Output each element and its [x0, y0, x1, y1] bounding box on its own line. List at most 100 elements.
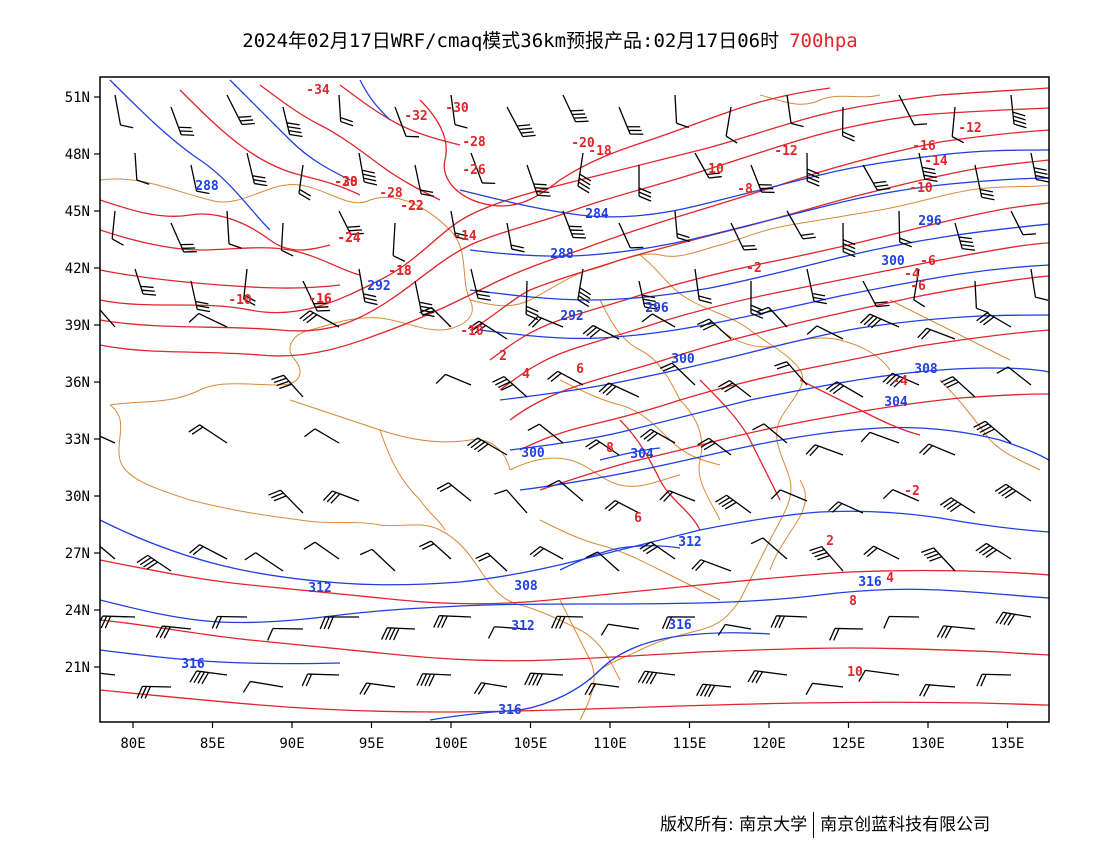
y-tick-label: 45N	[65, 204, 90, 220]
temperature-isotherms	[100, 84, 1049, 713]
wind-barb	[696, 683, 732, 698]
wind-barb	[717, 623, 752, 636]
wind-barb	[562, 210, 587, 239]
wind-barb	[242, 680, 284, 693]
wind-barb	[319, 616, 360, 630]
temperature-label: -22	[400, 199, 423, 214]
temperature-label: -28	[379, 186, 403, 201]
x-tick-label: 105E	[514, 736, 548, 752]
wind-barb	[809, 545, 844, 572]
wind-barb	[995, 611, 1032, 626]
wind-barb	[806, 325, 844, 340]
x-tick-label: 85E	[200, 736, 225, 752]
height-label: 316	[858, 575, 882, 590]
footer-divider	[813, 812, 815, 838]
temperature-labels: -34-32-30-28-26-24-22-18-16-14-12-10-8-6…	[228, 83, 981, 680]
copyright-text: 版权所有: 南京大学	[660, 815, 808, 835]
height-label: 312	[308, 581, 331, 596]
temperature-label: -16	[308, 292, 332, 307]
wind-barb	[863, 545, 900, 560]
wind-barb	[562, 94, 589, 123]
wind-barb	[189, 670, 228, 685]
wind-barb	[921, 547, 956, 572]
temperature-label: -6	[910, 279, 926, 294]
y-tick-label: 51N	[65, 90, 90, 106]
wind-barb	[524, 672, 564, 686]
wind-barb	[155, 625, 192, 639]
wind-barb	[467, 437, 508, 456]
wind-barb	[226, 94, 255, 126]
wind-barb	[298, 164, 311, 201]
temperature-label: -30	[334, 175, 358, 190]
wind-barb	[841, 106, 855, 142]
wind-barb	[246, 152, 268, 187]
wind-barb	[170, 106, 195, 136]
temperature-label: -16	[308, 292, 332, 307]
y-tick-label: 27N	[65, 546, 90, 562]
wind-barb	[752, 423, 788, 444]
wind-barb	[392, 222, 406, 262]
temperature-label: -12	[958, 121, 981, 136]
wind-barb	[717, 379, 752, 398]
y-tick-label: 36N	[65, 375, 90, 391]
height-label: 300	[521, 446, 545, 461]
temperature-label: 2	[826, 534, 834, 549]
wind-barb	[528, 315, 564, 328]
temperature-label: 6	[576, 362, 584, 377]
company-name: 南京创蓝科技有限公司	[820, 815, 991, 835]
x-tick-label: 90E	[279, 736, 304, 752]
height-label: 288	[195, 179, 219, 194]
x-tick-label: 130E	[911, 736, 945, 752]
height-label: 316	[668, 618, 692, 633]
wind-barb	[487, 626, 528, 639]
wind-barb	[470, 268, 491, 301]
wind-barb	[302, 280, 331, 312]
wind-barb	[136, 685, 172, 699]
wind-barb	[436, 482, 472, 502]
y-tick-label: 33N	[65, 432, 90, 448]
temperature-label: 4	[522, 367, 530, 382]
height-label: 308	[514, 579, 538, 594]
x-tick-label: 125E	[832, 736, 866, 752]
wind-barb	[100, 615, 136, 629]
wind-barb	[756, 306, 788, 328]
wind-barb	[359, 548, 396, 572]
temperature-label: -18	[388, 264, 412, 279]
wind-barb	[529, 546, 564, 560]
wind-barb	[939, 497, 976, 514]
wind-barb	[883, 615, 920, 629]
wind-barb	[639, 541, 676, 560]
wind-barb	[747, 670, 788, 684]
wind-barb	[1010, 94, 1027, 129]
wind-barb	[805, 444, 844, 457]
wind-barb	[697, 318, 732, 340]
pressure-level: 700hpa	[789, 30, 858, 52]
wind-barb	[618, 222, 644, 249]
wind-barb	[585, 439, 620, 456]
wind-barb	[170, 222, 197, 253]
height-label: 304	[884, 395, 908, 410]
temperature-label: -20	[571, 136, 595, 151]
temperature-label: -28	[462, 135, 486, 150]
temperature-label: 2	[499, 349, 507, 364]
wind-barb	[585, 551, 620, 572]
temperature-label: 10	[847, 665, 863, 680]
wind-barb	[951, 106, 965, 144]
wind-barb	[268, 489, 304, 514]
wind-barb	[100, 303, 116, 328]
wind-barb	[641, 313, 676, 328]
wind-barb	[976, 673, 1012, 687]
wind-barb	[694, 268, 712, 304]
wind-barb	[394, 106, 420, 138]
wind-barb	[994, 483, 1032, 502]
wind-barb	[638, 280, 658, 310]
wind-barb	[639, 428, 676, 444]
wind-barb	[674, 94, 690, 129]
wind-barb	[419, 540, 452, 560]
height-label: 284	[585, 207, 609, 222]
wind-barb	[226, 210, 242, 249]
wind-barb	[475, 552, 508, 572]
temperature-label: -4	[904, 267, 920, 282]
wind-barb	[913, 268, 926, 308]
wind-barb	[358, 268, 378, 306]
